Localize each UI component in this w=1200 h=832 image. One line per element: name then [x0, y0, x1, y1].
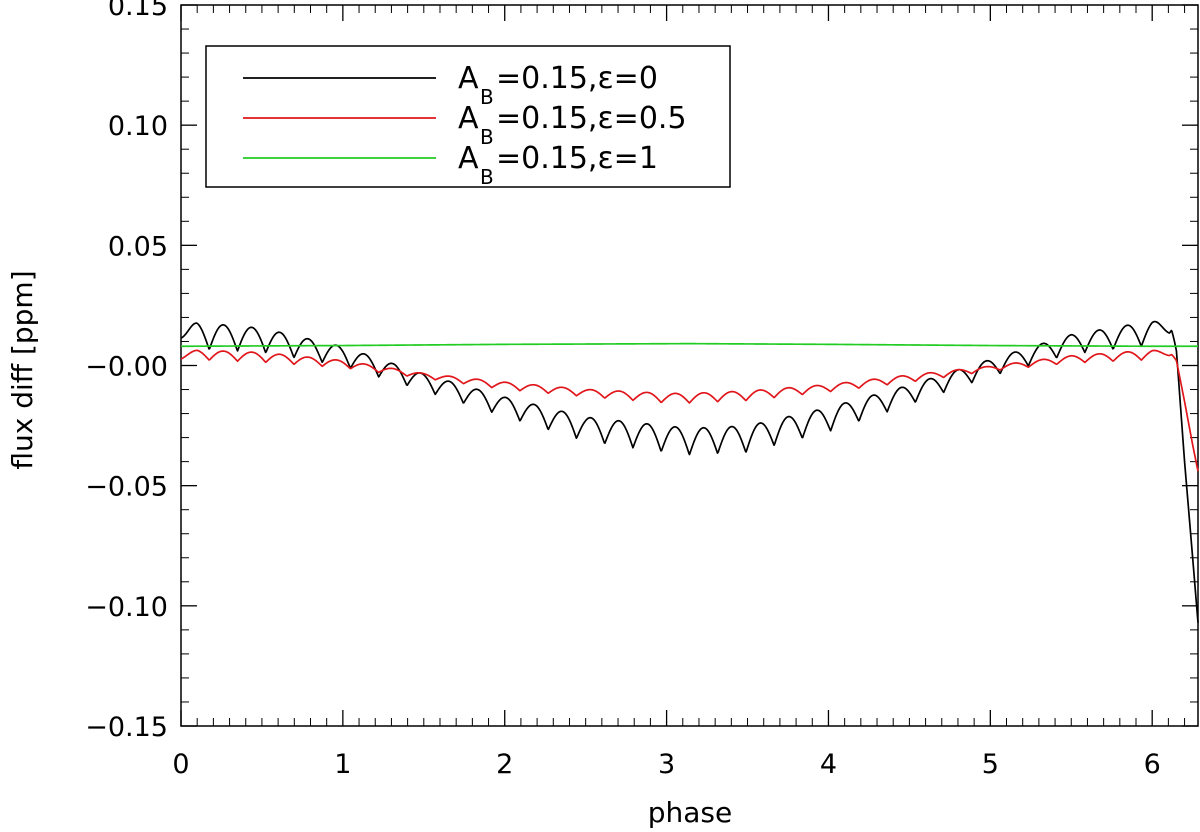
x-tick-label: 2 [496, 749, 513, 780]
y-tick-label: −0.05 [85, 472, 168, 503]
legend-label-1: A [458, 101, 479, 136]
legend-label-sub-1: B [480, 125, 494, 149]
y-tick-label: −0.10 [85, 592, 168, 623]
series-line-2 [180, 342, 1199, 348]
y-axis-label: flux diff [ppm] [6, 270, 39, 469]
axis-ticks [180, 4, 1198, 727]
x-tick-labels: 0 1 2 3 4 5 6 [172, 749, 1160, 780]
y-tick-label: −0.15 [85, 712, 168, 743]
x-tick-label: 1 [334, 749, 351, 780]
x-tick-label: 3 [658, 749, 675, 780]
legend-label-rest-0: =0.15,ε=0 [496, 61, 658, 96]
x-tick-label: 6 [1144, 749, 1161, 780]
legend: AB=0.15,ε=0AB=0.15,ε=0.5AB=0.15,ε=1 [205, 45, 731, 189]
legend-box [205, 45, 731, 188]
y-tick-label: 0.10 [108, 111, 168, 142]
series-line-1 [180, 349, 1199, 472]
x-tick-label: 4 [820, 749, 837, 780]
legend-label-rest-2: =0.15,ε=1 [496, 141, 658, 176]
y-tick-label: 0.15 [108, 0, 168, 22]
y-tick-label: −0.00 [85, 352, 168, 383]
x-tick-label: 0 [172, 749, 189, 780]
y-tick-label: 0.05 [108, 231, 168, 262]
legend-label-2: A [458, 141, 479, 176]
legend-label-sub-2: B [480, 165, 494, 189]
legend-label-rest-1: =0.15,ε=0.5 [496, 101, 687, 136]
x-axis-label: phase [648, 796, 733, 829]
series-line-0 [180, 320, 1199, 623]
x-tick-label: 5 [982, 749, 999, 780]
legend-label-0: A [458, 61, 479, 96]
y-tick-labels: −0.15 −0.10 −0.05 −0.00 0.05 0.10 0.15 [85, 0, 168, 743]
legend-label-sub-0: B [480, 85, 494, 109]
plot-lines [180, 320, 1199, 623]
